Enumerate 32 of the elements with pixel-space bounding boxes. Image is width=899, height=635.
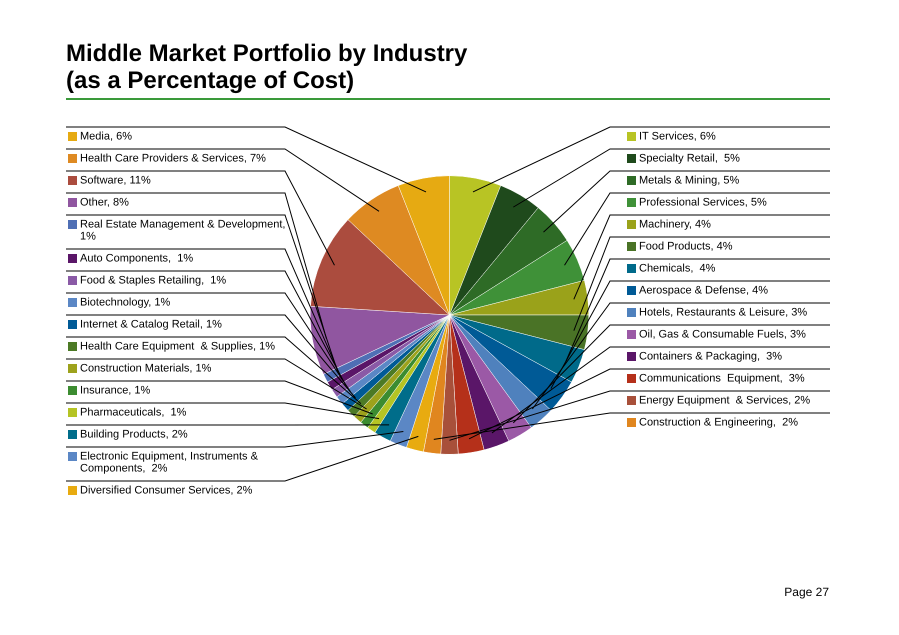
legend-label: Construction Materials, 1%: [80, 362, 212, 375]
legend-label: Aerospace & Defense, 4%: [639, 284, 768, 297]
legend-label: Metals & Mining, 5%: [639, 174, 740, 187]
legend-label: Media, 6%: [80, 130, 132, 143]
legend-label: Oil, Gas & Consumable Fuels, 3%: [639, 328, 806, 341]
legend-label: Other, 8%: [80, 196, 130, 209]
legend-label: Real Estate Management & Development, 1%: [80, 218, 289, 243]
chart-title: Middle Market Portfolio by Industry (as a Percentage of Cost): [66, 40, 830, 100]
legend-label: Insurance, 1%: [80, 384, 151, 397]
legend-label: Chemicals, 4%: [639, 262, 716, 275]
legend-label: Professional Services, 5%: [639, 196, 767, 209]
legend-label: Diversified Consumer Services, 2%: [80, 484, 253, 497]
legend-label: Software, 11%: [80, 174, 151, 187]
legend-label: Machinery, 4%: [639, 218, 712, 231]
legend-label: Construction & Engineering, 2%: [639, 416, 798, 429]
legend-label: Communications Equipment, 3%: [639, 372, 805, 385]
legend-label: Internet & Catalog Retail, 1%: [80, 318, 222, 331]
legend-label: Specialty Retail, 5%: [639, 152, 740, 165]
legend-label: Building Products, 2%: [80, 428, 188, 441]
legend-label: Health Care Providers & Services, 7%: [80, 152, 266, 165]
legend-label: Electronic Equipment, Instruments & Components, 2%: [80, 450, 259, 475]
legend-label: Food & Staples Retailing, 1%: [80, 274, 226, 287]
text: Page 27: [784, 585, 829, 599]
legend-label: IT Services, 6%: [639, 130, 716, 143]
legend-label: Auto Components, 1%: [80, 252, 194, 265]
legend-label: Containers & Packaging, 3%: [639, 350, 782, 363]
legend-label: Energy Equipment & Services, 2%: [639, 394, 810, 407]
legend-label: Hotels, Restaurants & Leisure, 3%: [639, 306, 808, 319]
legend-label: Health Care Equipment & Supplies, 1%: [80, 340, 276, 353]
legend-label: Food Products, 4%: [639, 240, 733, 253]
legend-label: Biotechnology, 1%: [80, 296, 171, 309]
legend-label: Pharmaceuticals, 1%: [80, 406, 187, 419]
